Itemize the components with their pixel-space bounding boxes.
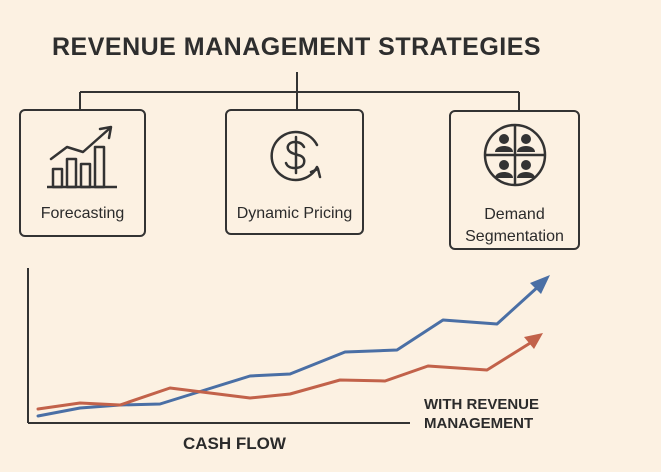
segmented-people-icon [483, 123, 547, 187]
card-label-dynamic-pricing: Dynamic Pricing [236, 205, 353, 222]
page-title: REVENUE MANAGEMENT STRATEGIES [52, 33, 542, 61]
bar-chart-trend-icon [47, 125, 117, 189]
chart-x-label: CASH FLOW [183, 434, 286, 453]
red-arrowhead [524, 333, 543, 349]
red-trend-line [36, 333, 543, 411]
chart-annotation: WITH REVENUE MANAGEMENT [424, 396, 540, 432]
chart-axes [27, 268, 410, 424]
card-forecasting: Forecasting [19, 109, 146, 237]
card-label-forecasting: Forecasting [40, 205, 125, 222]
dollar-cycle-icon [270, 130, 322, 182]
card-dynamic-pricing: Dynamic Pricing [225, 109, 364, 235]
blue-arrowhead [530, 275, 550, 294]
card-label-demand-segmentation: Demand Segmentation [465, 206, 564, 245]
card-demand-segmentation: Demand Segmentation [449, 110, 580, 250]
connector-lines [79, 72, 520, 110]
